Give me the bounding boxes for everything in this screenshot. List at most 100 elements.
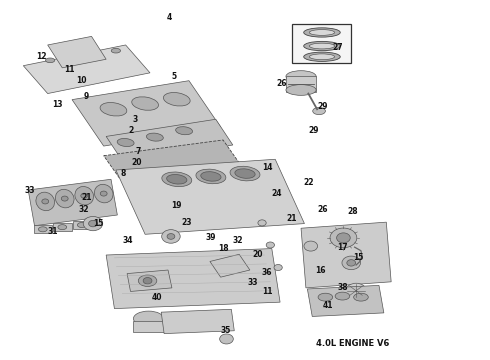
Text: 29: 29 [318, 102, 328, 111]
Text: 21: 21 [286, 214, 296, 223]
Ellipse shape [167, 175, 187, 184]
Ellipse shape [347, 260, 356, 266]
Text: 32: 32 [79, 205, 90, 214]
Ellipse shape [132, 97, 158, 110]
Ellipse shape [175, 127, 193, 135]
Text: 35: 35 [220, 326, 231, 335]
Ellipse shape [309, 43, 335, 49]
Ellipse shape [286, 71, 316, 82]
Ellipse shape [89, 220, 98, 227]
Text: 10: 10 [76, 76, 87, 85]
Ellipse shape [42, 199, 49, 204]
Polygon shape [307, 285, 384, 316]
Polygon shape [104, 140, 239, 179]
FancyBboxPatch shape [292, 23, 351, 63]
FancyBboxPatch shape [33, 225, 52, 233]
Text: 21: 21 [81, 193, 92, 202]
Text: 11: 11 [262, 287, 272, 296]
Ellipse shape [55, 189, 74, 208]
Ellipse shape [313, 108, 325, 114]
Ellipse shape [77, 222, 86, 228]
Text: 12: 12 [36, 52, 47, 61]
Text: 17: 17 [337, 243, 348, 252]
Text: 32: 32 [232, 235, 243, 244]
Text: 22: 22 [303, 178, 314, 187]
Text: 29: 29 [308, 126, 319, 135]
Ellipse shape [117, 139, 134, 147]
Ellipse shape [304, 52, 340, 62]
Ellipse shape [38, 227, 47, 232]
FancyBboxPatch shape [133, 321, 164, 332]
Ellipse shape [75, 186, 94, 205]
Text: 33: 33 [24, 185, 35, 194]
Polygon shape [106, 119, 233, 162]
Ellipse shape [162, 172, 192, 186]
Text: 4.0L ENGINE V6: 4.0L ENGINE V6 [316, 339, 389, 348]
Ellipse shape [230, 166, 260, 181]
Ellipse shape [95, 184, 113, 203]
Ellipse shape [196, 169, 226, 184]
Text: 14: 14 [262, 163, 272, 172]
Text: 26: 26 [276, 79, 287, 88]
Ellipse shape [143, 278, 152, 284]
Ellipse shape [235, 169, 255, 178]
Polygon shape [127, 270, 172, 292]
Polygon shape [116, 159, 304, 234]
Ellipse shape [111, 48, 121, 53]
Text: 40: 40 [152, 293, 163, 302]
Text: 4: 4 [167, 13, 172, 22]
Ellipse shape [36, 192, 54, 211]
Ellipse shape [318, 293, 333, 301]
Ellipse shape [46, 58, 55, 63]
Text: 36: 36 [262, 268, 272, 277]
Text: 41: 41 [322, 301, 333, 310]
Text: 33: 33 [247, 278, 258, 287]
Ellipse shape [133, 311, 164, 326]
Text: 9: 9 [84, 91, 89, 100]
Polygon shape [28, 179, 117, 226]
Ellipse shape [309, 30, 335, 35]
Text: 34: 34 [123, 235, 133, 244]
Ellipse shape [147, 133, 163, 141]
Text: 31: 31 [48, 226, 58, 235]
Ellipse shape [61, 196, 68, 201]
FancyBboxPatch shape [73, 221, 91, 229]
Ellipse shape [220, 334, 233, 344]
Ellipse shape [258, 220, 266, 226]
Ellipse shape [100, 103, 127, 116]
Text: 38: 38 [337, 283, 348, 292]
Text: 5: 5 [172, 72, 177, 81]
Ellipse shape [274, 265, 282, 271]
Polygon shape [24, 45, 150, 94]
Text: 3: 3 [133, 115, 138, 124]
FancyBboxPatch shape [286, 76, 316, 92]
Ellipse shape [346, 283, 367, 298]
Ellipse shape [83, 216, 103, 231]
Text: 2: 2 [128, 126, 133, 135]
Ellipse shape [286, 85, 316, 95]
Text: 7: 7 [135, 147, 141, 156]
Polygon shape [48, 36, 106, 68]
Ellipse shape [58, 225, 67, 230]
Text: 39: 39 [206, 233, 216, 242]
Ellipse shape [337, 233, 350, 243]
Text: 27: 27 [332, 43, 343, 52]
Text: 19: 19 [172, 201, 182, 210]
Ellipse shape [77, 53, 86, 57]
Ellipse shape [342, 256, 361, 270]
FancyBboxPatch shape [53, 223, 72, 231]
Text: 16: 16 [315, 266, 326, 275]
Ellipse shape [100, 191, 107, 196]
Ellipse shape [304, 241, 318, 251]
Text: 18: 18 [218, 244, 228, 253]
Ellipse shape [138, 275, 157, 287]
Ellipse shape [266, 242, 274, 248]
Ellipse shape [201, 172, 221, 181]
Text: 15: 15 [94, 219, 104, 228]
Ellipse shape [304, 41, 340, 51]
Ellipse shape [330, 228, 357, 248]
Ellipse shape [164, 93, 190, 106]
Text: 8: 8 [121, 169, 126, 178]
Text: 23: 23 [181, 218, 192, 227]
Polygon shape [210, 254, 250, 277]
